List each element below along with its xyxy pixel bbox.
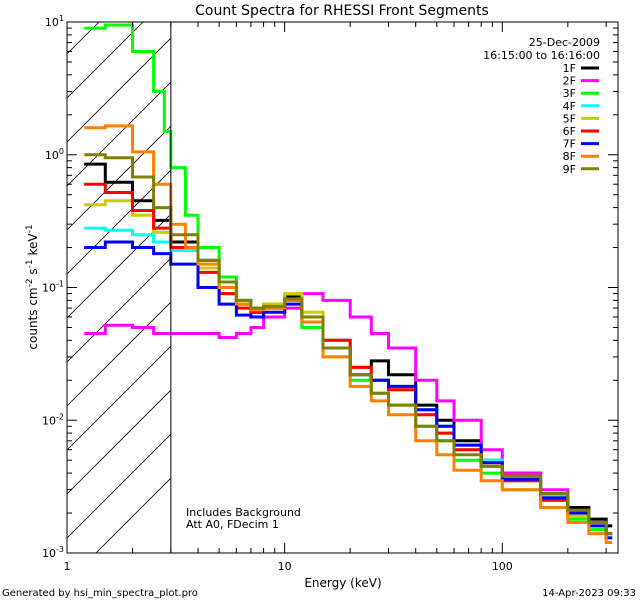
series-layer (84, 23, 613, 544)
y-tick-base: 10 (42, 282, 56, 295)
footer-timestamp: 14-Apr-2023 09:33 (542, 588, 636, 599)
y-tick-exp: -2 (56, 412, 64, 421)
hatch-line (67, 81, 171, 187)
legend-label-2F: 2F (563, 75, 576, 88)
legend-label-1F: 1F (563, 62, 576, 75)
y-tick-base: 10 (42, 414, 56, 427)
hatch-line (67, 169, 171, 275)
hatch-line (67, 213, 171, 319)
chart-title: Count Spectra for RHESSI Front Segments (195, 3, 489, 19)
y-tick-exp: 1 (59, 14, 64, 23)
y-tick-label: 10-2 (42, 412, 64, 427)
y-tick-label: 10-1 (42, 280, 64, 295)
y-axis-label-sup3: -1 (25, 224, 35, 233)
y-tick-exp: -3 (56, 545, 64, 554)
time-range-label: 16:15:00 to 16:16:00 (483, 49, 600, 62)
x-tick-label: 100 (492, 560, 513, 573)
hatch-line (67, 389, 171, 495)
y-tick-label: 10-3 (42, 545, 64, 560)
hatch-line (67, 257, 171, 363)
x-axis-label: Energy (keV) (304, 576, 381, 590)
annotation-background: Includes Background (186, 506, 301, 519)
hatch-line (67, 433, 171, 539)
footer-generated-by: Generated by hsi_min_spectra_plot.pro (2, 588, 198, 599)
y-tick-base: 10 (45, 149, 59, 162)
series-9F (84, 153, 613, 536)
y-axis-label-sup2: -1 (25, 259, 35, 268)
y-tick-exp: -1 (56, 280, 64, 289)
y-tick-exp: 0 (59, 147, 64, 156)
x-tick-labels: 1 10 100 (64, 560, 513, 573)
annotation-attenuator: Att A0, FDecim 1 (186, 518, 279, 531)
excluded-region-hatch (67, 22, 171, 553)
legend-label-3F: 3F (563, 87, 576, 100)
y-axis-label: counts cm-2 s-1 keV-1 (25, 224, 40, 349)
x-tick-label: 1 (64, 560, 71, 573)
legend-label-5F: 5F (563, 112, 576, 125)
x-tick-label: 10 (278, 560, 292, 573)
hatch-line (67, 37, 171, 143)
hatch-line (95, 477, 171, 553)
y-tick-label: 100 (45, 147, 64, 162)
y-tick-base: 10 (42, 547, 56, 560)
hatch-line (67, 301, 171, 407)
y-tick-label: 101 (45, 14, 64, 29)
legend-label-6F: 6F (563, 125, 576, 138)
y-axis-label-mid: s (26, 268, 40, 278)
axis-ticks (66, 21, 618, 554)
y-tick-base: 10 (45, 16, 59, 29)
date-label: 25-Dec-2009 (529, 36, 600, 49)
y-axis-label-sup1: -2 (25, 278, 35, 287)
hatch-line (67, 345, 171, 451)
legend-label-9F: 9F (563, 163, 576, 176)
series-6F (84, 182, 613, 536)
y-axis-label-tail: keV (26, 233, 40, 260)
legend-label-8F: 8F (563, 150, 576, 163)
legend-label-7F: 7F (563, 138, 576, 151)
y-axis-label-main: counts cm (26, 287, 40, 349)
legend-label-4F: 4F (563, 100, 576, 113)
